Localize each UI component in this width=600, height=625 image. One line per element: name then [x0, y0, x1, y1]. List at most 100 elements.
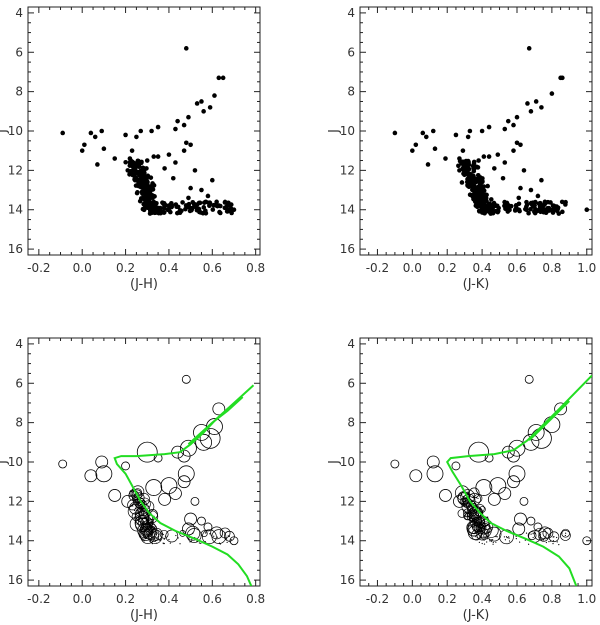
data-point	[512, 208, 518, 213]
member-circle	[514, 512, 527, 526]
data-point	[502, 199, 507, 205]
member-circle	[468, 487, 480, 499]
data-point	[201, 205, 207, 210]
data-point	[550, 203, 556, 208]
field-dot	[188, 537, 190, 539]
data-point	[175, 204, 181, 210]
member-circle	[136, 441, 158, 463]
data-point	[486, 201, 492, 207]
member-circle	[527, 424, 545, 441]
x-axis-label: (J-H)	[130, 277, 158, 292]
data-point	[465, 162, 471, 167]
field-dot	[472, 496, 474, 498]
y-tick-label: 10	[8, 124, 23, 138]
data-point	[180, 200, 185, 205]
data-point	[129, 148, 135, 153]
data-point	[465, 134, 471, 140]
data-point	[466, 184, 472, 190]
field-dot	[545, 541, 547, 544]
x-tick-label: 0.6	[507, 592, 526, 606]
member-circle	[224, 530, 235, 542]
x-tick-label: 0.8	[542, 592, 561, 606]
field-dot	[213, 535, 215, 537]
data-point	[166, 152, 172, 157]
data-point	[469, 176, 474, 182]
data-point	[459, 180, 465, 185]
field-dot	[168, 538, 170, 541]
member-circle	[193, 424, 210, 441]
data-point	[483, 193, 488, 199]
member-circle	[158, 492, 171, 506]
x-tick-label: -0.2	[27, 261, 50, 275]
data-point	[218, 210, 223, 216]
field-dot	[564, 534, 566, 537]
data-point	[516, 195, 522, 201]
member-circle	[229, 536, 239, 546]
y-tick-label: 16	[340, 242, 355, 256]
data-point	[179, 208, 184, 214]
member-circle	[159, 529, 169, 539]
field-dot	[209, 533, 211, 535]
data-point	[537, 207, 542, 212]
member-circle	[527, 531, 537, 540]
x-tick-label: 0.0	[73, 261, 92, 275]
field-dot	[175, 534, 177, 537]
field-dot	[129, 496, 131, 498]
data-point	[471, 159, 477, 165]
data-point	[141, 178, 147, 183]
data-point	[192, 168, 198, 173]
data-point	[516, 207, 522, 213]
data-point	[518, 185, 523, 191]
field-dot	[179, 543, 181, 545]
data-point	[199, 187, 204, 193]
data-point	[554, 204, 559, 209]
y-tick-label: 14	[8, 534, 23, 548]
data-point	[148, 204, 153, 209]
field-dot	[198, 542, 200, 544]
data-point	[123, 159, 128, 165]
data-point	[92, 134, 98, 140]
member-circle	[508, 439, 526, 457]
field-dot	[525, 532, 528, 534]
field-dot	[558, 544, 560, 546]
member-circle	[486, 526, 502, 542]
data-point	[151, 154, 157, 159]
y-tick-label: 4	[347, 337, 355, 351]
data-point	[525, 101, 530, 106]
y-tick-label: 14	[340, 203, 355, 217]
data-point	[181, 122, 187, 128]
data-point	[460, 148, 466, 153]
x-tick-label: 0.8	[246, 592, 265, 606]
isochrone-branch	[528, 400, 571, 442]
data-point	[546, 205, 552, 211]
field-dot	[162, 533, 164, 536]
data-point	[157, 206, 162, 212]
data-point	[474, 164, 479, 170]
y-tick-label: 4	[347, 6, 355, 20]
member-circle	[473, 494, 483, 503]
data-point	[194, 101, 200, 106]
member-circle	[169, 487, 182, 500]
y-tick-label: 12	[340, 494, 355, 508]
data-point	[486, 124, 492, 130]
data-point	[486, 154, 492, 159]
x-tick-label: 1.0	[577, 261, 596, 275]
member-circle	[560, 530, 571, 541]
data-point	[478, 175, 483, 180]
data-point	[99, 128, 105, 134]
member-circle	[466, 521, 480, 534]
member-circle	[390, 459, 400, 469]
data-point	[138, 169, 144, 174]
data-point	[130, 163, 136, 169]
data-point	[173, 126, 178, 132]
x-tick-label: 0.6	[203, 261, 222, 275]
field-dot	[495, 535, 497, 538]
data-point	[136, 162, 141, 167]
data-point	[471, 168, 477, 174]
data-point	[227, 207, 233, 213]
data-point	[478, 195, 484, 201]
member-circle	[197, 516, 206, 526]
data-point	[207, 200, 213, 206]
data-point	[123, 132, 128, 138]
field-dot	[519, 541, 521, 543]
